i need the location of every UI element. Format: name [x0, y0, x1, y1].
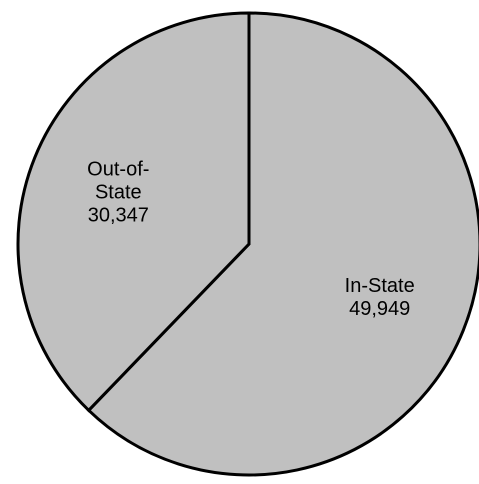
- slice-value-label: 30,347: [88, 204, 149, 226]
- pie-slice-0: [86, 11, 479, 477]
- pie-slice-1: [16, 11, 251, 413]
- pie-slices: [16, 11, 479, 477]
- slice-category-label: In-State: [345, 275, 415, 297]
- pie-labels: In-State 49,949 Out-of-State 30,347: [87, 158, 415, 320]
- slice-value-label: 49,949: [349, 298, 410, 320]
- pie-slice-label-1: Out-of-State 30,347: [87, 158, 149, 226]
- pie-slice-label-0: In-State 49,949: [345, 275, 415, 320]
- slice-category-label: Out-of-: [87, 158, 149, 180]
- slice-category-label: State: [95, 181, 142, 203]
